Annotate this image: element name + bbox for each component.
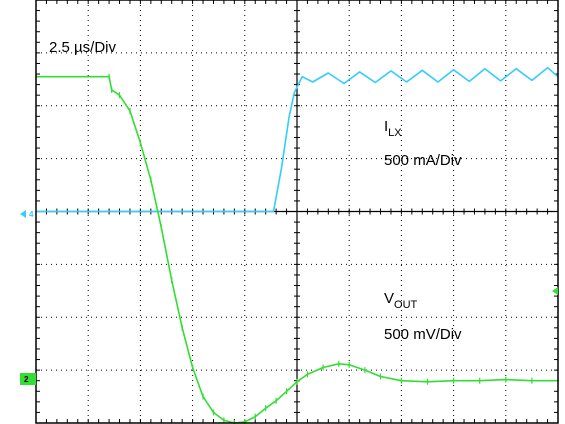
current-trace xyxy=(36,66,559,213)
trigger-arrow-icon xyxy=(552,287,558,295)
channel-marker-voltage: 2 xyxy=(20,373,36,385)
channel-marker-current: 4 xyxy=(20,210,34,219)
voltage-marker-label: 2 xyxy=(24,375,29,384)
timebase-label: 2.5 µs/Div xyxy=(49,39,116,56)
ilx-subscript: LX xyxy=(388,127,402,139)
ilx-symbol: I xyxy=(384,118,388,135)
ilx-label: ILX xyxy=(384,118,402,139)
vout-label: VOUT xyxy=(384,290,418,311)
trigger-marker xyxy=(552,287,558,295)
ilx-scale-label: 500 mA/Div xyxy=(384,152,462,169)
vout-scale-label: 500 mV/Div xyxy=(384,326,462,343)
plot-frame xyxy=(35,0,559,424)
vout-subscript: OUT xyxy=(394,299,418,311)
voltage-trace xyxy=(36,75,558,424)
voltage-marker-box xyxy=(20,373,36,385)
vout-symbol: V xyxy=(384,290,394,307)
current-marker-label: 4 xyxy=(29,210,34,219)
trace-layer xyxy=(35,66,559,424)
current-marker-arrow xyxy=(20,210,26,218)
